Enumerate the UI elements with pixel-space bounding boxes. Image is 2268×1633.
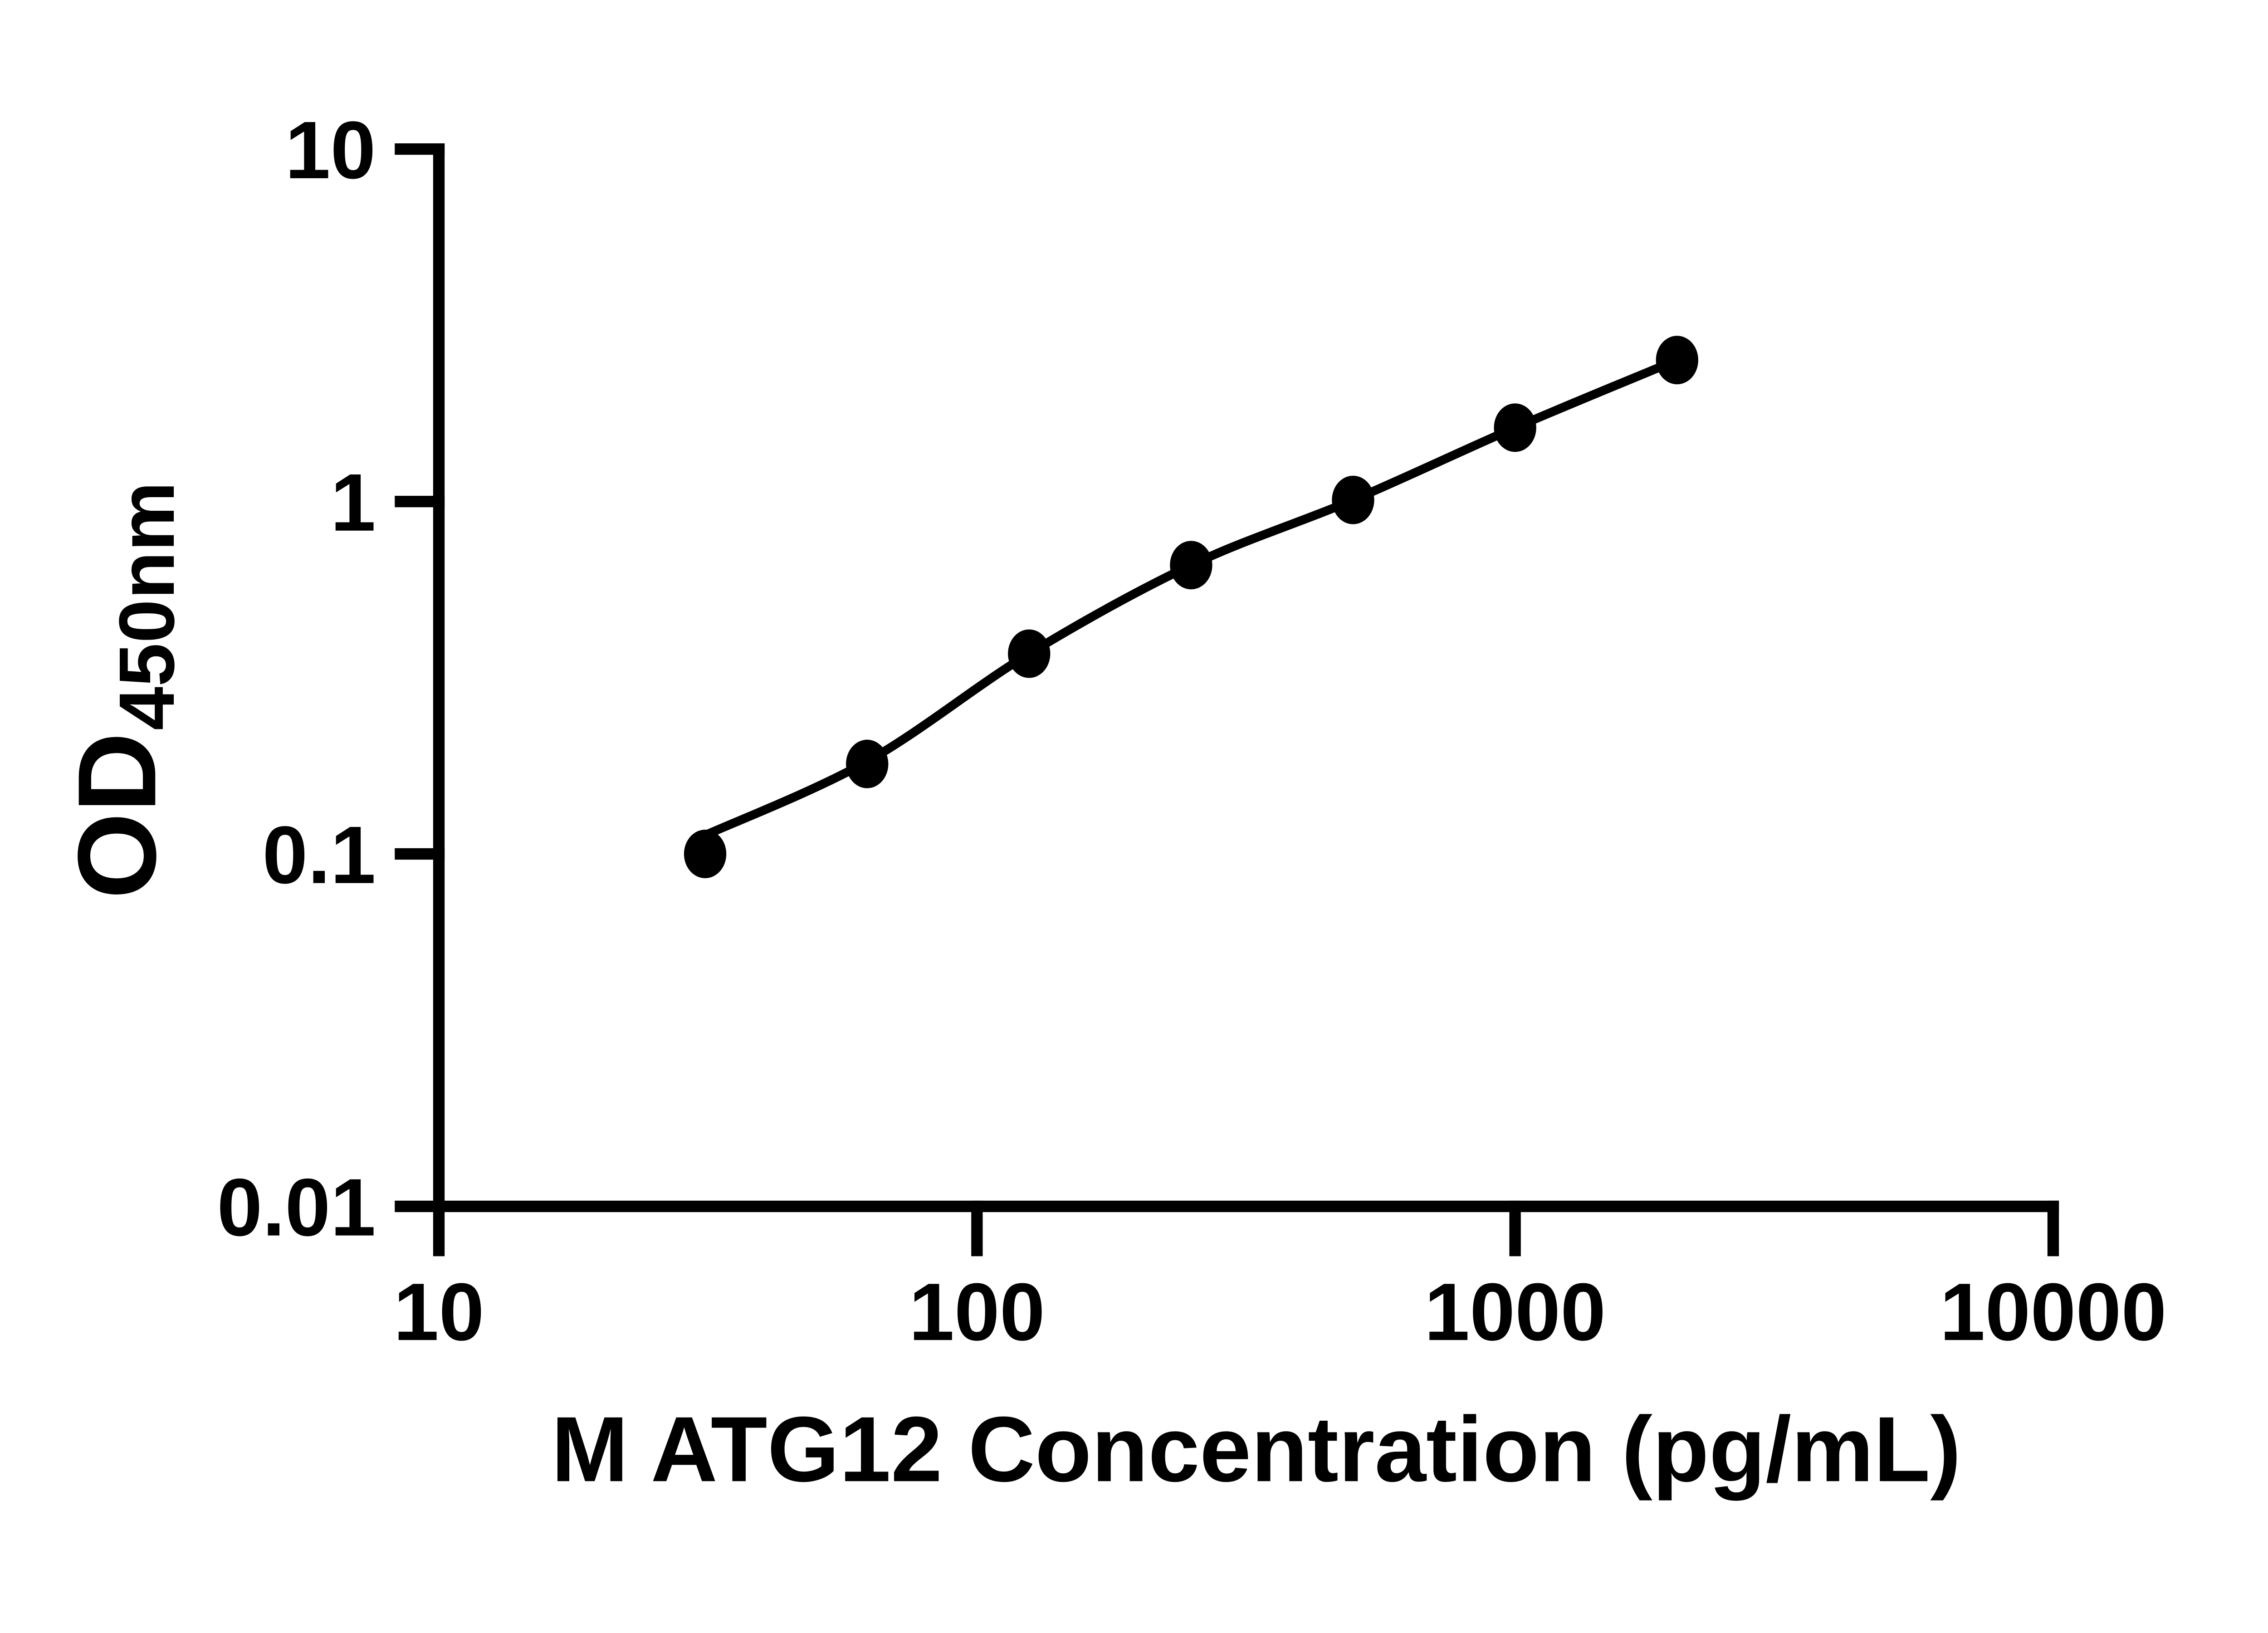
- y-axis-title-base: OD: [54, 732, 179, 899]
- y-axis-tick-labels: 10 1 0.1 0.01: [217, 105, 376, 1253]
- y-axis-tick-label: 0.01: [217, 1162, 376, 1253]
- data-point: [1656, 336, 1698, 385]
- x-axis-tick-label: 10: [393, 1266, 484, 1358]
- x-axis-tick-label: 10000: [1940, 1266, 2166, 1358]
- elisa-standard-curve-chart: 10 1 0.1 0.01 10 100 1000 10000 M ATG12 Concen…: [0, 0, 2268, 1588]
- data-point: [1170, 541, 1212, 590]
- data-point: [1494, 403, 1536, 452]
- x-axis-tick-label: 100: [909, 1266, 1045, 1358]
- axes: [395, 143, 2059, 1257]
- data-points: [684, 336, 1698, 879]
- data-point: [846, 739, 889, 788]
- x-axis-tick-label: 1000: [1424, 1266, 1606, 1358]
- chart-page: 10 1 0.1 0.01 10 100 1000 10000 M ATG12 Concen…: [0, 0, 2268, 1588]
- data-point: [684, 830, 727, 879]
- x-axis-ticks: [433, 1200, 2059, 1257]
- y-axis-tick-label: 1: [330, 457, 376, 548]
- x-axis-title: M ATG12 Concentration (pg/mL): [551, 1398, 1961, 1501]
- y-axis-title-subscript: 450nm: [103, 482, 191, 730]
- data-point: [1008, 629, 1051, 678]
- x-axis-tick-labels: 10 100 1000 10000: [393, 1266, 2166, 1358]
- y-axis-tick-label: 10: [285, 105, 376, 196]
- data-point: [1332, 475, 1374, 524]
- y-axis-tick-label: 0.1: [262, 810, 376, 901]
- chart-background: [0, 0, 2268, 1588]
- y-axis-title: OD 450nm: [54, 482, 191, 899]
